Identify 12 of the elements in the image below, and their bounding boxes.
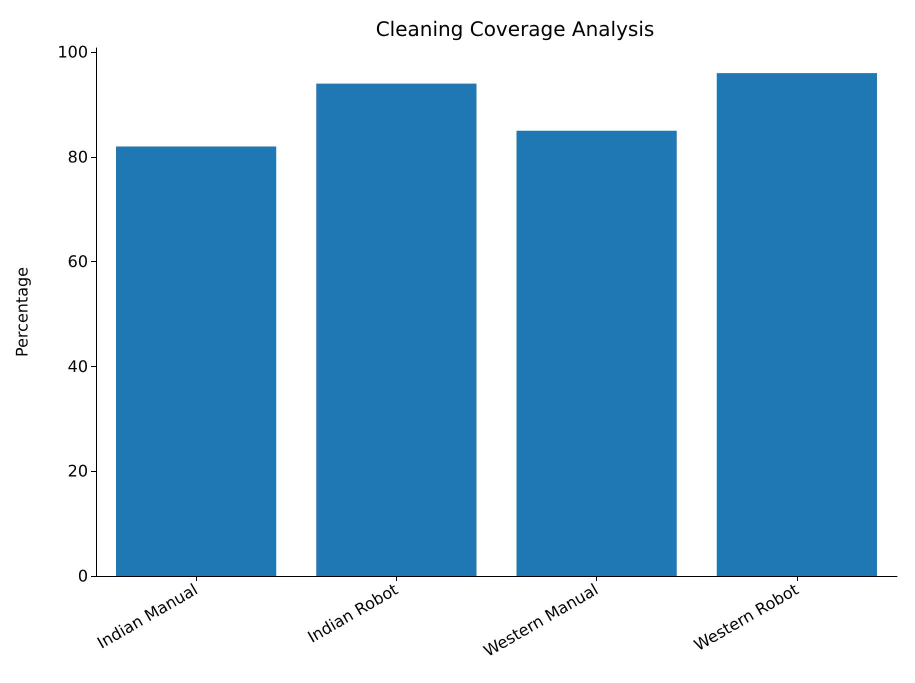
y-tick-label: 100 [57,42,88,62]
bar [516,130,677,576]
chart-title: Cleaning Coverage Analysis [376,17,654,41]
y-tick-label: 60 [68,252,88,272]
bar [116,146,276,576]
bar [316,84,476,576]
y-tick-label: 40 [68,356,88,376]
y-axis-title: Percentage [12,266,32,358]
y-tick-label: 0 [78,566,88,586]
y-tick-label: 20 [68,462,88,481]
bar [716,73,877,576]
y-tick-label: 80 [68,147,88,166]
